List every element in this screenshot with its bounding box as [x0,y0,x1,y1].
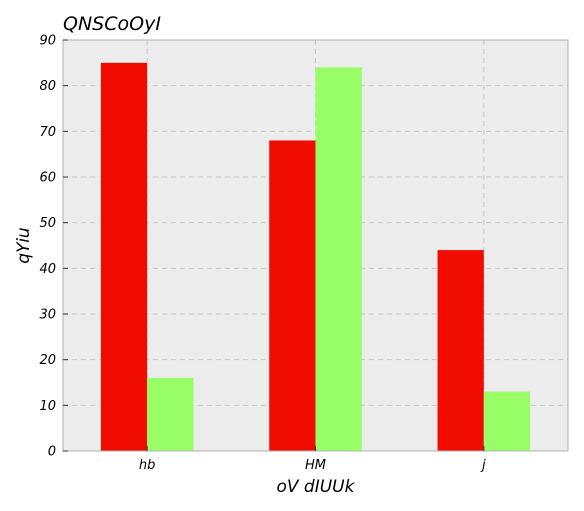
y-tick-label: 80 [39,79,56,94]
bar-series-1-HM [269,140,316,451]
bar-series-2-hb [147,377,194,451]
y-tick-label: 20 [39,353,56,368]
y-tick-label: 10 [39,399,56,414]
y-axis-ticks: 0 10 20 30 40 50 60 70 80 90 [39,34,68,460]
bar-series-1-j [437,250,484,451]
y-tick-label: 60 [39,171,56,186]
y-tick-label: 30 [39,308,56,323]
bars [100,62,531,452]
x-tick-label: hb [139,458,156,473]
bar-series-1-hb [100,62,148,451]
y-tick-label: 50 [39,216,56,231]
y-axis-label: qYiu [14,227,34,264]
bar-series-2-j [483,391,531,451]
x-axis-label: oV dIUUk [277,477,356,497]
x-tick-label: j [480,458,486,473]
y-tick-label: 70 [39,125,56,140]
chart-title: QNSCoOyI [63,13,161,35]
x-axis-ticks: hb HM j [139,446,486,473]
y-tick-label: 40 [39,262,56,277]
x-tick-label: HM [305,458,326,473]
bar-series-2-HM [315,67,362,452]
y-tick-label: 0 [48,445,56,460]
y-tick-label: 90 [39,34,56,49]
